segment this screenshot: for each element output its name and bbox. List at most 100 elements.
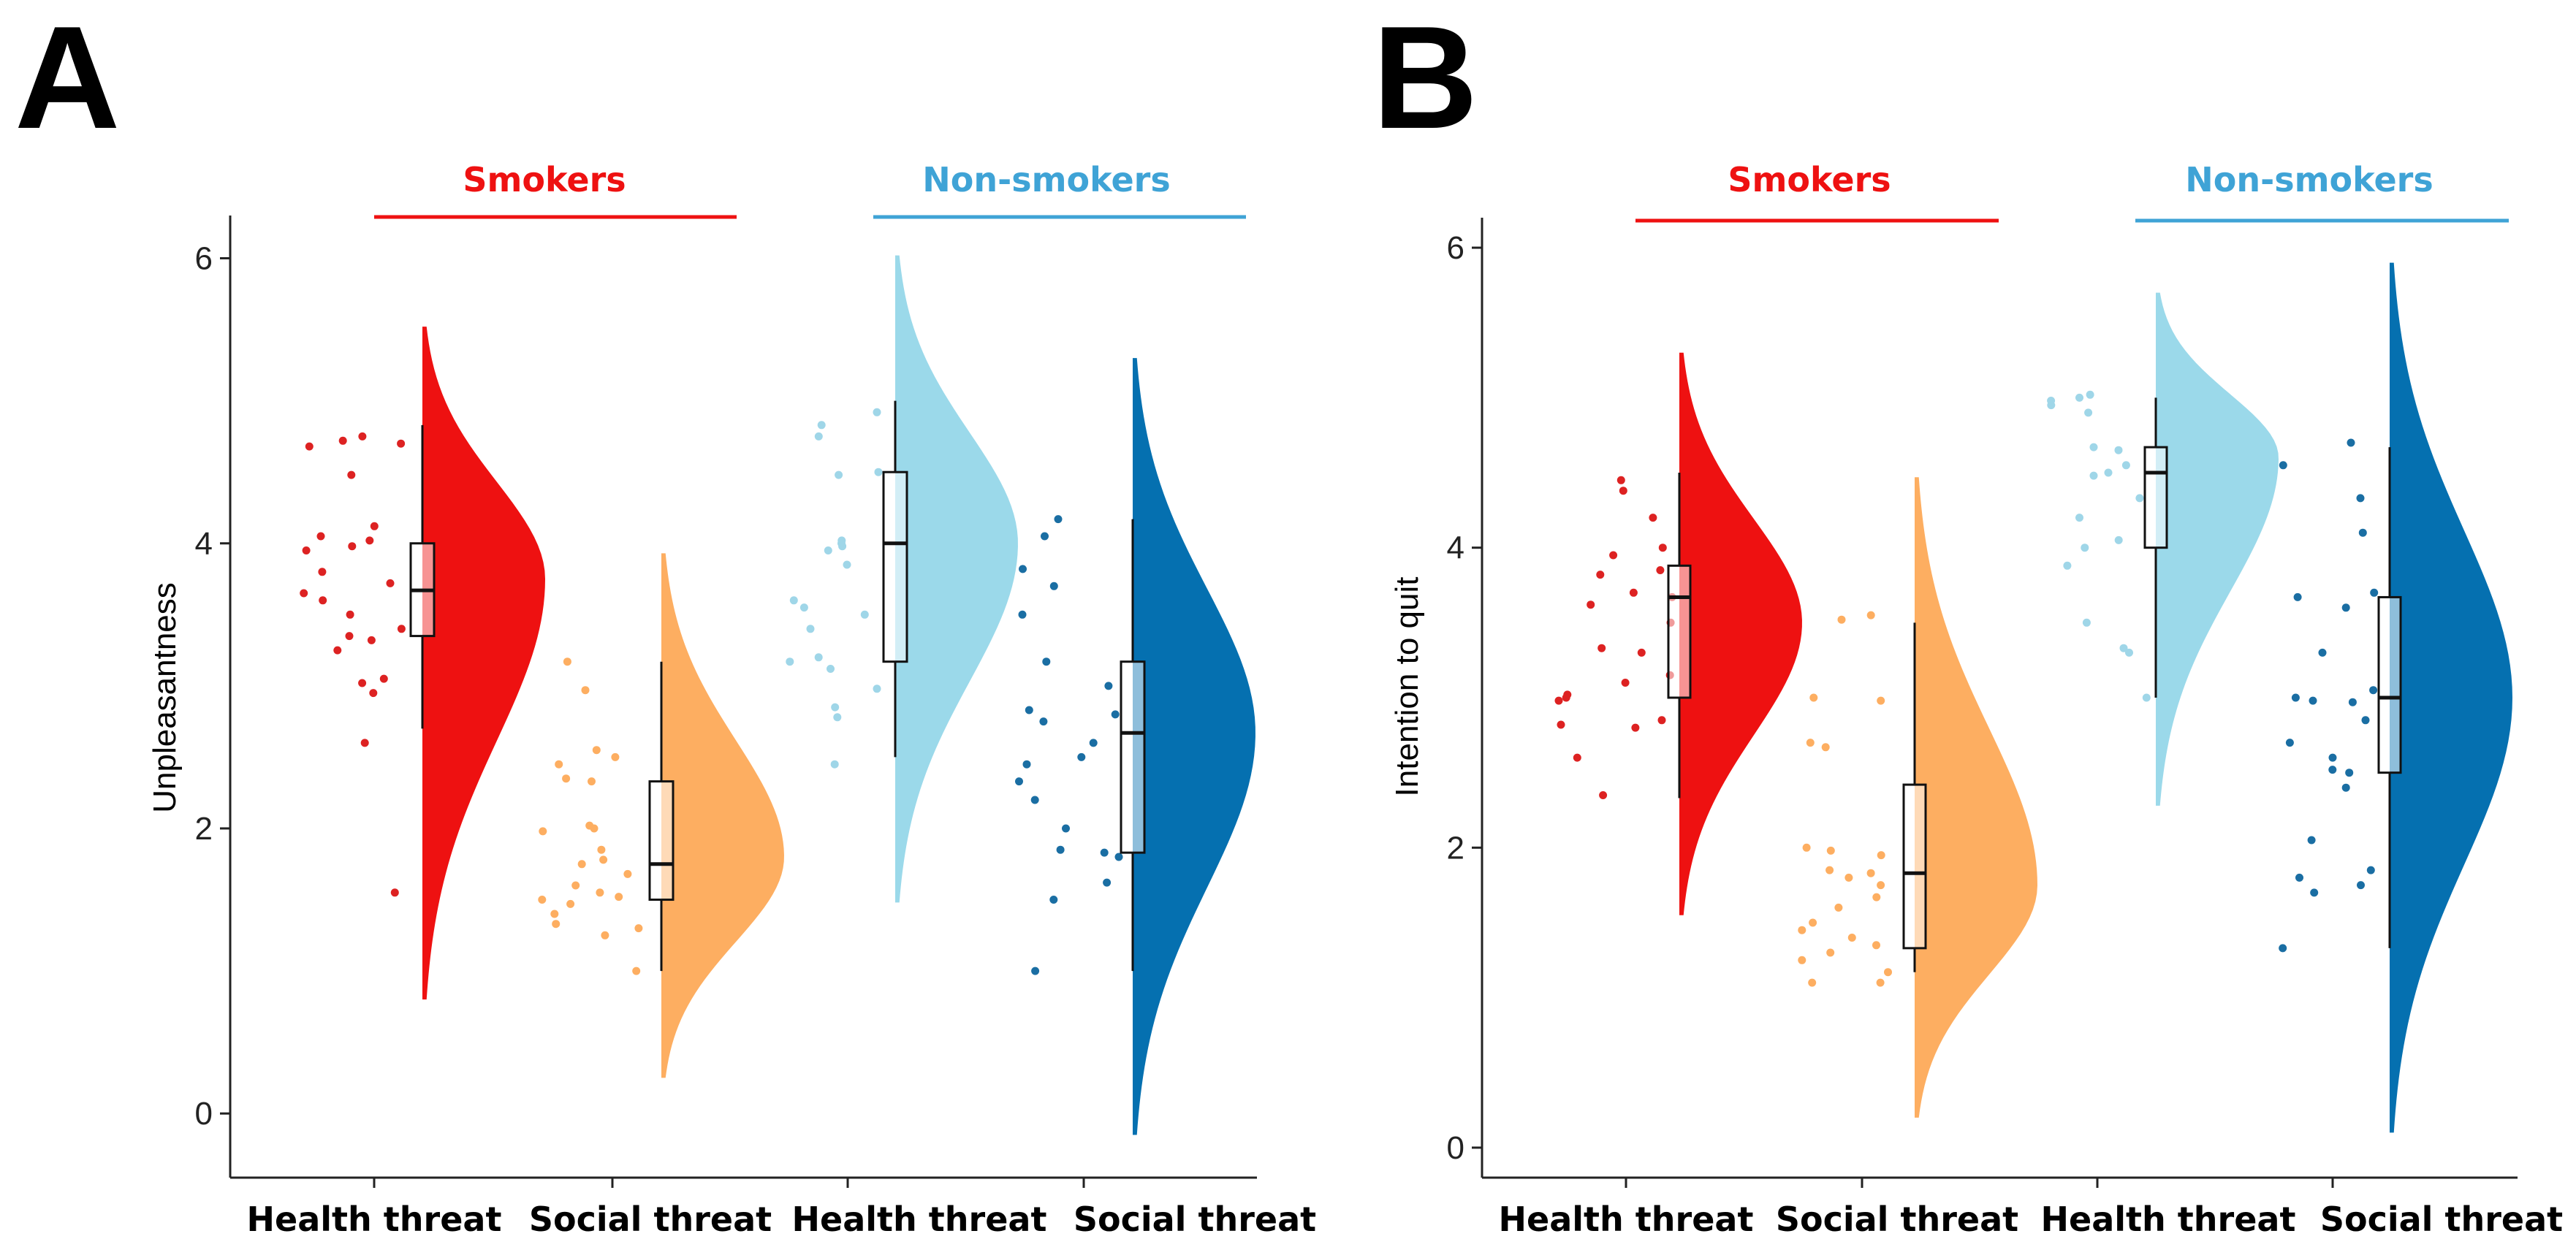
panel-b-point-3-0 bbox=[2347, 438, 2355, 447]
panel-a-group-non-smokers: Non-smokers bbox=[873, 160, 1246, 219]
panel-b-point-3-12 bbox=[2361, 716, 2370, 725]
panel-b-group-non-smokers: Non-smokers bbox=[2135, 160, 2509, 223]
panel-b-point-3-2 bbox=[2356, 494, 2365, 503]
panel-a-point-2-11 bbox=[799, 603, 808, 612]
panel-a-point-1-12 bbox=[577, 860, 586, 869]
panel-a-xtick-label-1: Social threat bbox=[529, 1200, 772, 1239]
panel-b-point-1-11 bbox=[1844, 873, 1853, 882]
panel-b-ytick-label-1: 2 bbox=[1447, 830, 1464, 866]
panel-a-point-0-20 bbox=[358, 679, 367, 687]
panel-a-cloud-2 bbox=[895, 255, 1018, 903]
panel-b-points bbox=[1554, 390, 2379, 987]
panel-b-point-0-22 bbox=[1599, 791, 1608, 799]
panel-b-point-1-20 bbox=[1798, 956, 1806, 964]
panel-b-point-1-22 bbox=[1808, 978, 1817, 987]
panel-b-point-0-2 bbox=[1649, 514, 1657, 522]
panel-b-point-3-21 bbox=[2357, 881, 2365, 890]
panel-b-point-2-4 bbox=[2084, 408, 2093, 417]
panel-a-letter: A bbox=[15, 0, 120, 159]
panel-b-point-2-9 bbox=[2089, 471, 2098, 480]
panel-a-point-3-2 bbox=[1019, 565, 1027, 573]
panel-b-point-2-1 bbox=[2075, 393, 2083, 402]
panel-b-y-ticks: 0 2 4 6 bbox=[1447, 230, 1482, 1166]
panel-a-x-ticks: Health threat Social threat Health threa… bbox=[247, 1178, 1316, 1239]
panel-b-ytick-label-2: 4 bbox=[1447, 530, 1464, 566]
panel-a-point-1-20 bbox=[552, 920, 561, 929]
panel-b-point-0-9 bbox=[1587, 601, 1595, 609]
panel-a-point-3-3 bbox=[1049, 582, 1058, 590]
panel-a-xtick-label-0: Health threat bbox=[247, 1200, 502, 1239]
panel-a-point-1-1 bbox=[581, 686, 590, 695]
panel-b-point-2-16 bbox=[2119, 644, 2128, 652]
panel-a-point-3-18 bbox=[1114, 853, 1123, 861]
panel-a-point-1-13 bbox=[623, 869, 632, 878]
panel-a-point-0-5 bbox=[365, 536, 374, 545]
panel-a-point-3-8 bbox=[1111, 710, 1120, 719]
panel-b-point-2-7 bbox=[2121, 461, 2130, 470]
panel-a-point-0-3 bbox=[338, 436, 347, 445]
panel-a-ytick-label-0: 0 bbox=[195, 1096, 213, 1132]
panel-b-point-2-13 bbox=[2081, 544, 2089, 552]
panel-b-point-2-10 bbox=[2135, 494, 2144, 503]
panel-a-point-2-0 bbox=[873, 408, 881, 416]
panel-a-point-1-8 bbox=[590, 824, 599, 833]
panel-a-point-0-11 bbox=[386, 579, 395, 587]
panel-b-point-1-6 bbox=[1802, 843, 1811, 852]
panel-b-point-3-5 bbox=[2293, 592, 2302, 601]
panel-a-ytick-label-3: 6 bbox=[195, 241, 213, 277]
panel-a-xtick-label-3: Social threat bbox=[1074, 1200, 1316, 1239]
panel-a-point-0-2 bbox=[358, 432, 367, 441]
panel-b-point-0-5 bbox=[1656, 566, 1665, 574]
panel-a-point-1-17 bbox=[538, 896, 547, 904]
panel-a-point-0-17 bbox=[367, 636, 376, 644]
panel-b-point-3-17 bbox=[2341, 783, 2350, 792]
panel-a-group-label-non-smokers: Non-smokers bbox=[922, 160, 1170, 199]
panel-a-point-2-1 bbox=[817, 421, 826, 430]
panel-a-point-1-2 bbox=[592, 746, 601, 755]
panel-b-point-0-6 bbox=[1596, 571, 1605, 579]
panel-a-point-1-9 bbox=[539, 827, 547, 836]
panel-b-point-2-18 bbox=[2142, 693, 2151, 702]
panel-b-point-0-14 bbox=[1621, 679, 1630, 687]
panel-b-point-0-17 bbox=[1554, 696, 1563, 705]
panel-a-xtick-label-2: Health threat bbox=[792, 1200, 1047, 1239]
panel-b-y-axis-label: Intention to quit bbox=[1389, 577, 1425, 797]
panel-a-point-0-10 bbox=[318, 568, 327, 576]
panel-b-point-2-3 bbox=[2047, 401, 2056, 410]
panel-a-point-1-3 bbox=[611, 752, 620, 761]
panel-a-point-2-8 bbox=[824, 546, 832, 554]
panel-a-point-3-6 bbox=[1104, 682, 1113, 690]
panel-b-cloud-1 bbox=[1915, 477, 2037, 1118]
panel-a-ytick-label-2: 4 bbox=[195, 526, 213, 562]
panel-b-point-0-12 bbox=[1637, 648, 1646, 657]
panel-a-point-0-21 bbox=[369, 689, 378, 698]
panel-a-points bbox=[300, 408, 1123, 975]
panel-b-point-1-14 bbox=[1834, 903, 1843, 912]
panel-a-box-1 bbox=[648, 780, 675, 901]
panel-b-point-0-1 bbox=[1619, 487, 1627, 495]
panel-b-point-1-7 bbox=[1826, 846, 1835, 855]
panel-b-point-3-14 bbox=[2328, 753, 2337, 762]
panel-b-cloud-0 bbox=[1679, 352, 1802, 915]
panel-a-point-3-1 bbox=[1041, 532, 1049, 541]
panel-a-point-2-19 bbox=[833, 713, 842, 722]
panel-b-point-2-14 bbox=[2063, 561, 2072, 570]
panel-b-cloud-2 bbox=[2156, 292, 2279, 806]
panel-a-point-0-8 bbox=[348, 542, 357, 551]
panel-b-clouds bbox=[1679, 262, 2512, 1133]
panel-b-group-label-smokers: Smokers bbox=[1728, 160, 1891, 199]
panel-b-point-1-15 bbox=[1809, 918, 1817, 927]
panel-b-point-3-10 bbox=[2309, 696, 2317, 705]
panel-a-point-0-13 bbox=[319, 596, 327, 605]
panel-b-point-0-16 bbox=[1562, 693, 1570, 702]
panel-b-box-2 bbox=[2143, 446, 2168, 549]
panel-a-box-3 bbox=[1120, 660, 1146, 854]
panel-a-point-3-15 bbox=[1062, 824, 1070, 833]
panel-a-point-2-2 bbox=[814, 432, 823, 441]
panel-b-point-1-0 bbox=[1866, 611, 1875, 620]
panel-b-group-label-non-smokers: Non-smokers bbox=[2185, 160, 2433, 199]
panel-b-box-3 bbox=[2377, 595, 2402, 774]
panel-a-point-3-16 bbox=[1056, 845, 1065, 854]
panel-b-x-ticks: Health threat Social threat Health threa… bbox=[1499, 1178, 2563, 1239]
